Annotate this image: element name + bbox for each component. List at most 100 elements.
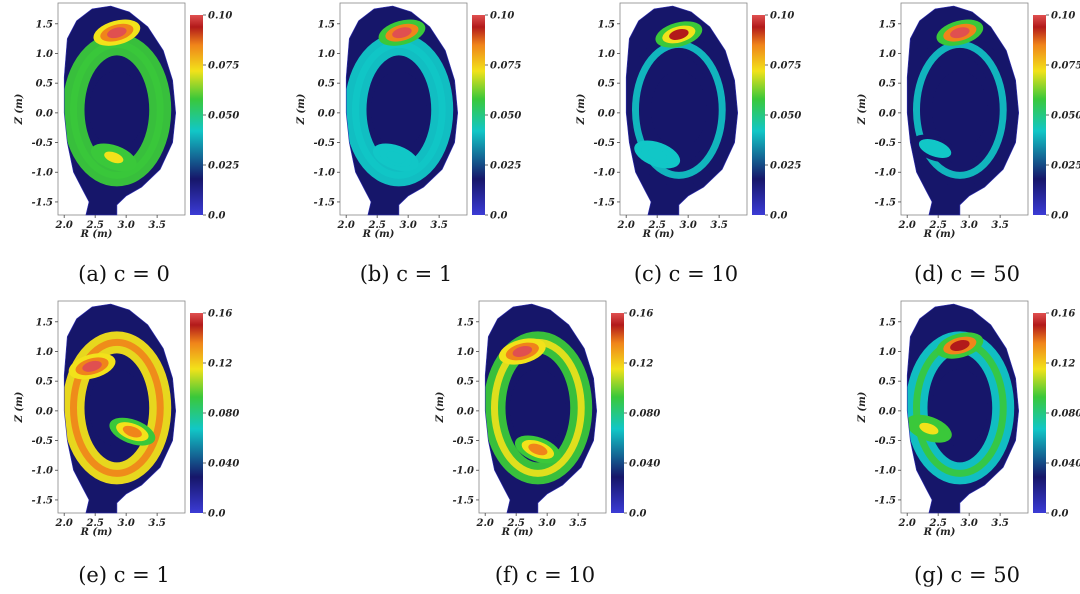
- ytick-label: 0.5: [879, 377, 896, 388]
- colorbar-label: 0.040: [629, 459, 660, 470]
- x-axis-label: R (m): [923, 229, 956, 240]
- ytick-label: -1.5: [313, 197, 335, 208]
- xtick-label: 2.5: [506, 518, 524, 529]
- ytick-label: -0.5: [452, 436, 474, 447]
- ytick-label: 0.5: [457, 377, 474, 388]
- xtick-label: 3.5: [148, 518, 165, 529]
- ytick-label: -1.0: [31, 466, 53, 477]
- ytick-label: -1.5: [452, 495, 474, 506]
- xtick-label: 3.5: [569, 518, 586, 529]
- hotspot-0-layer-2: [950, 340, 970, 352]
- ytick-label: -1.5: [593, 197, 615, 208]
- xtick-label: 2.5: [647, 220, 665, 231]
- ytick-label: 0.0: [36, 108, 53, 119]
- panel-c: 1.5 1.0 0.5 0.0 -0.5 -1.0 -1.5 2.0 2.5 3.0 3.5 R (m…: [572, 0, 801, 245]
- heatmap-svg-a: 1.5 1.0 0.5 0.0 -0.5 -1.0 -1.5 2.0 2.5 3.0 3.5 R (m…: [14, 2, 239, 240]
- xtick-label: 3.0: [679, 220, 696, 231]
- heatmap-svg-f: 1.5 1.0 0.5 0.0 -0.5 -1.0 -1.5 2.0 2.5 3.0 3.5 R (m…: [435, 300, 660, 538]
- x-axis-label: R (m): [501, 527, 534, 538]
- plasma-core: [88, 71, 145, 149]
- plasma-boundary: [63, 5, 177, 216]
- hotspot-1-layer-2: [647, 148, 667, 161]
- xtick-label: 3.0: [538, 518, 555, 529]
- colorbar-label: 0.075: [1051, 61, 1080, 72]
- ytick-label: 1.0: [36, 347, 53, 358]
- ytick-label: -1.0: [452, 466, 474, 477]
- panel-b: 1.5 1.0 0.5 0.0 -0.5 -1.0 -1.5 2.0 2.5 3.0 3.5 R (m…: [292, 0, 521, 245]
- ytick-label: 0.0: [879, 108, 896, 119]
- xtick-label: 2.0: [897, 518, 915, 529]
- colorbar: [611, 313, 624, 513]
- colorbar: [1033, 313, 1046, 513]
- caption-d: (d) c = 50: [914, 262, 1020, 286]
- ytick-label: 0.0: [879, 406, 896, 417]
- colorbar: [752, 15, 765, 215]
- heatmap-svg-d: 1.5 1.0 0.5 0.0 -0.5 -1.0 -1.5 2.0 2.5 3.0 3.5 R (m…: [857, 2, 1080, 240]
- colorbar-label: 0.10: [208, 11, 232, 22]
- colorbar-label: 0.025: [490, 161, 521, 172]
- ytick-label: 1.5: [457, 317, 474, 328]
- colorbar: [472, 15, 485, 215]
- colorbar-label: 0.0: [770, 211, 787, 222]
- hotspot-0-layer-2: [392, 27, 412, 39]
- hotspot-0-layer-2: [669, 28, 689, 40]
- ytick-label: 1.0: [36, 49, 53, 60]
- colorbar-label: 0.0: [1051, 211, 1068, 222]
- xtick-label: 3.5: [991, 220, 1008, 231]
- caption-g: (g) c = 50: [914, 563, 1020, 587]
- colorbar-label: 0.050: [208, 111, 239, 122]
- heatmap-svg-c: 1.5 1.0 0.5 0.0 -0.5 -1.0 -1.5 2.0 2.5 3.0 3.5 R (m…: [576, 2, 801, 240]
- ytick-label: 1.0: [879, 49, 896, 60]
- hotspot-0-layer-2: [107, 27, 127, 39]
- colorbar-label: 0.080: [629, 409, 660, 420]
- colorbar-label: 0.025: [208, 161, 239, 172]
- ytick-label: 1.5: [318, 19, 335, 30]
- colorbar-label: 0.16: [1051, 309, 1075, 320]
- xtick-label: 3.0: [117, 220, 134, 231]
- ytick-label: 0.0: [598, 108, 615, 119]
- y-axis-label: Z (m): [857, 391, 868, 423]
- y-axis-label: Z (m): [296, 93, 307, 125]
- y-axis-label: Z (m): [14, 391, 25, 423]
- colorbar-label: 0.075: [770, 61, 801, 72]
- ytick-label: 1.0: [879, 347, 896, 358]
- ytick-label: -0.5: [31, 138, 53, 149]
- ytick-label: 1.0: [598, 49, 615, 60]
- xtick-label: 2.5: [85, 220, 103, 231]
- colorbar-label: 0.12: [629, 359, 653, 370]
- ytick-label: 0.5: [36, 79, 53, 90]
- plasma-boundary: [906, 303, 1020, 514]
- ytick-label: -1.0: [593, 168, 615, 179]
- colorbar-label: 0.080: [1051, 409, 1080, 420]
- plasma-core: [370, 71, 427, 149]
- ytick-label: 1.5: [879, 19, 896, 30]
- xtick-label: 2.0: [54, 220, 72, 231]
- ytick-label: -1.5: [31, 197, 53, 208]
- hotspot-1-layer-2: [122, 425, 142, 438]
- xtick-label: 3.5: [148, 220, 165, 231]
- ytick-label: 1.0: [457, 347, 474, 358]
- xtick-label: 2.5: [85, 518, 103, 529]
- hotspot-1-layer-2: [386, 151, 406, 164]
- caption-f: (f) c = 10: [494, 563, 596, 587]
- xtick-label: 2.0: [54, 518, 72, 529]
- ytick-label: -1.5: [31, 495, 53, 506]
- panel-g: 1.5 1.0 0.5 0.0 -0.5 -1.0 -1.5 2.0 2.5 3.0 3.5 R (m…: [853, 298, 1080, 543]
- x-axis-label: R (m): [362, 229, 395, 240]
- panel-e: 1.5 1.0 0.5 0.0 -0.5 -1.0 -1.5 2.0 2.5 3.0 3.5 R (m…: [10, 298, 239, 543]
- y-axis-label: Z (m): [435, 391, 446, 423]
- ytick-label: -1.5: [874, 197, 896, 208]
- x-axis-label: R (m): [80, 527, 113, 538]
- colorbar: [190, 313, 203, 513]
- xtick-label: 2.0: [897, 220, 915, 231]
- plasma-core: [650, 71, 707, 149]
- xtick-label: 2.0: [616, 220, 634, 231]
- heatmap-svg-g: 1.5 1.0 0.5 0.0 -0.5 -1.0 -1.5 2.0 2.5 3.0 3.5 R (m…: [857, 300, 1080, 538]
- panel-a: 1.5 1.0 0.5 0.0 -0.5 -1.0 -1.5 2.0 2.5 3.0 3.5 R (m…: [10, 0, 239, 245]
- colorbar-label: 0.050: [770, 111, 801, 122]
- hotspot-0-layer-2: [82, 360, 102, 372]
- colorbar-label: 0.0: [629, 509, 646, 520]
- ytick-label: 0.5: [36, 377, 53, 388]
- colorbar-label: 0.16: [629, 309, 653, 320]
- ytick-label: -0.5: [593, 138, 615, 149]
